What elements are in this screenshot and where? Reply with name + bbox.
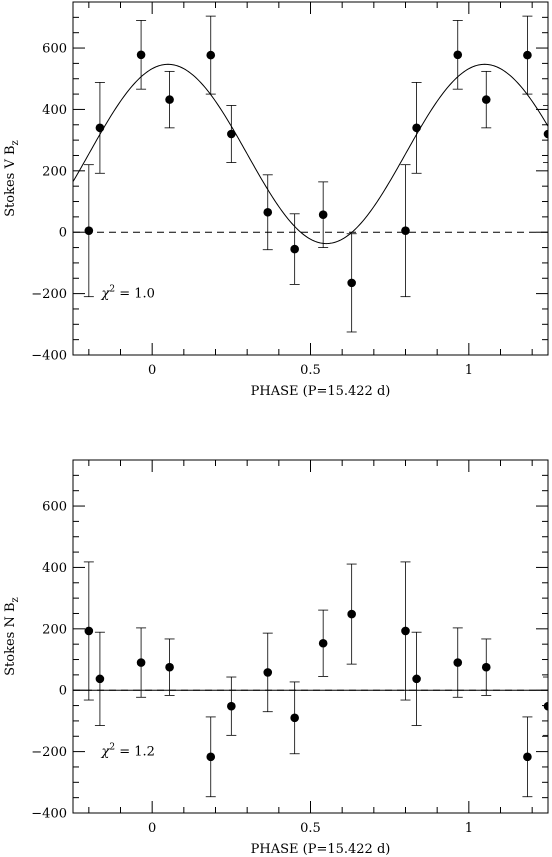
data-point	[523, 50, 532, 60]
y-tick-label: 200	[42, 164, 67, 179]
data-point	[453, 658, 463, 667]
chi-value: = 1.2	[115, 745, 155, 760]
y-tick-label: −400	[31, 807, 67, 822]
data-point	[318, 210, 328, 220]
data-point	[95, 674, 105, 684]
data-point	[412, 123, 421, 133]
data-point	[206, 50, 216, 60]
y-axis-label: Stokes N Bz	[3, 597, 21, 676]
y-tick-label: 400	[42, 103, 67, 118]
data-point	[136, 658, 146, 667]
chi-square-annotation: χ2 = 1.0	[101, 285, 155, 302]
y-tick-label: 0	[59, 226, 67, 241]
chi-symbol: χ	[101, 745, 111, 760]
data-point	[401, 226, 410, 235]
y-tick-label: −200	[31, 745, 67, 760]
data-point	[523, 752, 532, 762]
panel-stokes-v: −400 −200 0 200 400 600 0 0.5 1 PHASE (P=15.422 d…	[3, 1, 549, 399]
y-tick-label: 600	[42, 42, 67, 57]
data-point	[263, 207, 273, 217]
data-point	[318, 638, 328, 648]
data-point	[84, 626, 94, 636]
y-tick-label: −400	[31, 349, 67, 364]
data-point	[543, 701, 548, 711]
data-point	[227, 129, 236, 139]
x-tick-label: 0	[148, 363, 156, 378]
y-axis-label: Stokes V Bz	[3, 140, 21, 217]
data-point	[165, 662, 174, 672]
data-point	[227, 701, 236, 711]
chi-square-annotation: χ2 = 1.2	[101, 743, 155, 760]
y-axis-label-main: Stokes V B	[3, 145, 18, 216]
data-point	[136, 50, 146, 60]
data-point	[290, 244, 299, 254]
data-point	[165, 95, 174, 104]
x-tick-label: 0.5	[300, 821, 321, 836]
plot-area	[73, 15, 548, 333]
y-tick-label: −200	[31, 287, 67, 302]
y-axis-label-main: Stokes N B	[3, 602, 18, 675]
data-point	[347, 609, 356, 619]
y-axis-label-subscript: z	[10, 597, 21, 602]
y-tick-label: 200	[42, 622, 67, 637]
data-point	[412, 674, 421, 684]
data-point	[84, 226, 94, 235]
data-point	[290, 713, 299, 723]
data-point	[481, 662, 491, 672]
x-tick-label: 0.5	[300, 363, 321, 378]
data-point	[206, 752, 216, 762]
data-point	[263, 668, 273, 677]
data-point	[543, 129, 548, 139]
y-tick-label: 400	[42, 561, 67, 576]
chi-superscript: 2	[109, 743, 115, 753]
data-point	[347, 278, 356, 288]
y-axis-label-subscript: z	[10, 140, 21, 145]
x-tick-label: 1	[465, 363, 473, 378]
chi-superscript: 2	[109, 285, 115, 295]
data-point	[95, 123, 105, 133]
chi-value: = 1.0	[115, 287, 155, 302]
y-tick-label: 600	[42, 500, 67, 515]
x-tick-label: 0	[148, 821, 156, 836]
y-tick-label: 0	[59, 684, 67, 699]
chi-symbol: χ	[101, 287, 111, 302]
fit-curve	[73, 63, 548, 245]
x-axis-label: PHASE (P=15.422 d)	[251, 384, 391, 399]
plot-frame	[72, 459, 549, 814]
x-tick-label: 1	[465, 821, 473, 836]
plot-area	[73, 561, 548, 798]
data-point	[401, 626, 410, 636]
x-axis-label: PHASE (P=15.422 d)	[251, 842, 391, 857]
data-point	[481, 95, 491, 104]
data-point	[453, 50, 463, 60]
panel-stokes-n: −400 −200 0 200 400 600 0 0.5 1 PHASE (P=15.422 d…	[3, 459, 549, 857]
